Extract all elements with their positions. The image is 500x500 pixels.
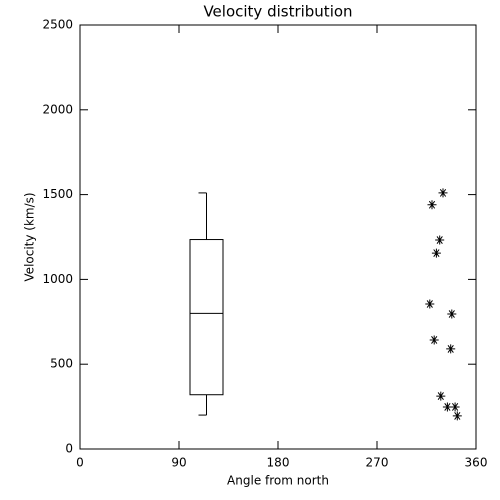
x-tick-label: 90	[171, 456, 186, 470]
point	[452, 411, 462, 421]
x-tick-label: 360	[465, 456, 488, 470]
point	[425, 299, 435, 309]
x-axis-label: Angle from north	[227, 474, 329, 488]
y-tick-label: 1000	[42, 272, 73, 286]
y-tick-label: 2000	[42, 102, 73, 116]
point	[442, 402, 452, 412]
plot-frame	[79, 24, 477, 450]
y-tick-label: 1500	[42, 187, 73, 201]
point	[447, 309, 457, 319]
y-axis-label: Velocity (km/s)	[23, 192, 37, 281]
y-tick-label: 500	[50, 357, 73, 371]
x-tick-label: 0	[76, 456, 84, 470]
x-tick-label: 270	[366, 456, 389, 470]
point	[435, 235, 445, 245]
point	[450, 402, 460, 412]
chart-title: Velocity distribution	[203, 3, 352, 21]
x-tick-label: 180	[267, 456, 290, 470]
point	[446, 344, 456, 354]
y-tick-label: 2500	[42, 18, 73, 32]
point	[436, 391, 446, 401]
point	[431, 248, 441, 258]
point	[438, 188, 448, 198]
point	[429, 335, 439, 345]
y-tick-label: 0	[65, 442, 73, 456]
point	[427, 200, 437, 210]
box	[189, 239, 224, 396]
